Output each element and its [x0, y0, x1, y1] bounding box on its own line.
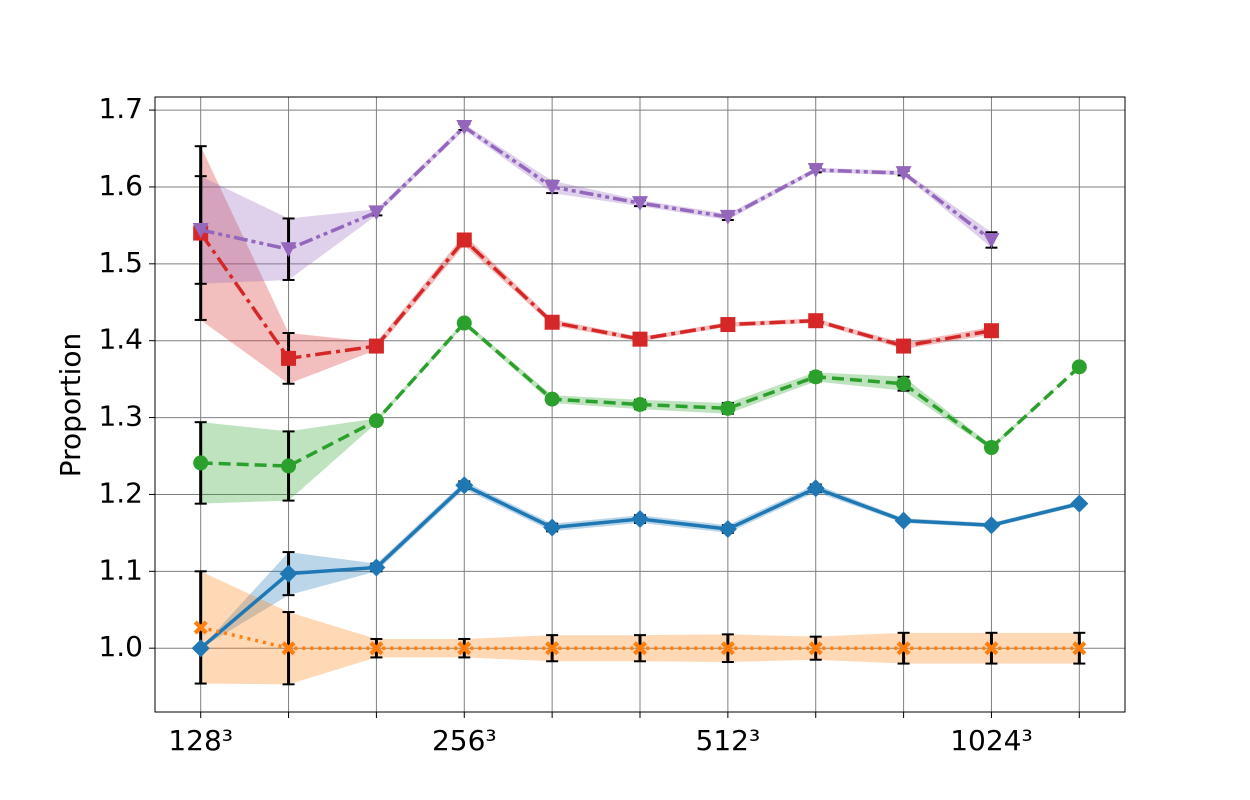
- error-band: [640, 634, 728, 663]
- marker: [632, 331, 648, 347]
- error-band: [464, 234, 553, 326]
- marker: [896, 376, 912, 392]
- error-band: [200, 571, 289, 685]
- y-tick-label: 1.7: [98, 92, 143, 125]
- marker: [896, 641, 911, 656]
- y-tick-label: 1.6: [98, 169, 143, 202]
- y-tick-label: 1.5: [98, 246, 143, 279]
- marker: [192, 222, 209, 238]
- error-band: [903, 170, 992, 248]
- y-tick-label: 1.4: [98, 323, 143, 356]
- plot-frame: [154, 96, 1126, 713]
- error-band: [288, 612, 377, 685]
- error-band: [464, 635, 553, 662]
- y-tick-label: 1.3: [98, 400, 143, 433]
- marker: [808, 313, 824, 329]
- marker: [632, 397, 648, 412]
- marker: [191, 639, 210, 658]
- marker: [544, 314, 560, 330]
- error-band: [727, 634, 816, 663]
- marker: [633, 641, 647, 656]
- marker: [806, 479, 825, 498]
- marker: [631, 510, 649, 529]
- error-band: [815, 632, 904, 664]
- marker: [279, 564, 298, 583]
- marker: [720, 317, 736, 333]
- marker: [1072, 641, 1087, 656]
- plot: [191, 119, 1089, 686]
- error-band: [288, 552, 377, 596]
- error-band: [376, 638, 465, 658]
- marker: [807, 163, 824, 179]
- marker: [808, 641, 823, 656]
- marker: [281, 641, 296, 656]
- y-tick-label: 1.0: [98, 630, 143, 663]
- marker: [369, 641, 384, 656]
- marker: [894, 511, 913, 530]
- error-band: [288, 333, 377, 384]
- x-tick-label: 256³: [432, 724, 497, 757]
- marker: [280, 242, 297, 258]
- marker: [368, 205, 385, 221]
- x-tick-label: 1024³: [950, 724, 1032, 757]
- x-tick-label: 128³: [168, 724, 233, 757]
- y-axis-label: Proportion: [54, 333, 87, 477]
- marker: [368, 338, 384, 354]
- marker: [720, 400, 736, 416]
- marker: [193, 455, 209, 471]
- marker: [543, 518, 562, 537]
- error-band: [552, 180, 640, 207]
- marker: [719, 209, 736, 225]
- marker: [544, 179, 561, 195]
- marker: [456, 315, 472, 331]
- marker: [808, 369, 824, 385]
- marker: [456, 119, 473, 135]
- marker: [193, 620, 208, 635]
- error-band: [903, 632, 992, 664]
- marker: [457, 641, 472, 656]
- error-band: [200, 552, 289, 649]
- marker: [896, 338, 912, 354]
- marker: [720, 641, 735, 656]
- marker: [982, 516, 1001, 535]
- marker: [281, 458, 297, 474]
- y-tick-label: 1.1: [98, 553, 143, 586]
- marker: [367, 558, 386, 577]
- marker: [632, 196, 648, 212]
- y-tick-label: 1.2: [98, 476, 143, 509]
- marker: [1070, 494, 1089, 513]
- marker: [895, 166, 912, 182]
- marker: [1071, 359, 1087, 375]
- marker: [456, 232, 472, 248]
- marker: [718, 520, 737, 539]
- marker: [983, 440, 999, 456]
- marker: [545, 641, 560, 656]
- marker: [984, 641, 999, 656]
- marker: [983, 323, 999, 339]
- series-line: [200, 124, 993, 252]
- error-band: [288, 209, 377, 280]
- marker: [368, 413, 384, 429]
- error-band: [288, 418, 377, 501]
- marker: [983, 232, 1000, 248]
- marker: [455, 476, 474, 495]
- error-band: [552, 635, 640, 662]
- series-line: [199, 232, 992, 361]
- error-band: [200, 176, 289, 284]
- marker: [281, 350, 297, 366]
- error-band: [991, 632, 1080, 664]
- x-tick-label: 512³: [696, 724, 761, 757]
- marker: [544, 391, 560, 407]
